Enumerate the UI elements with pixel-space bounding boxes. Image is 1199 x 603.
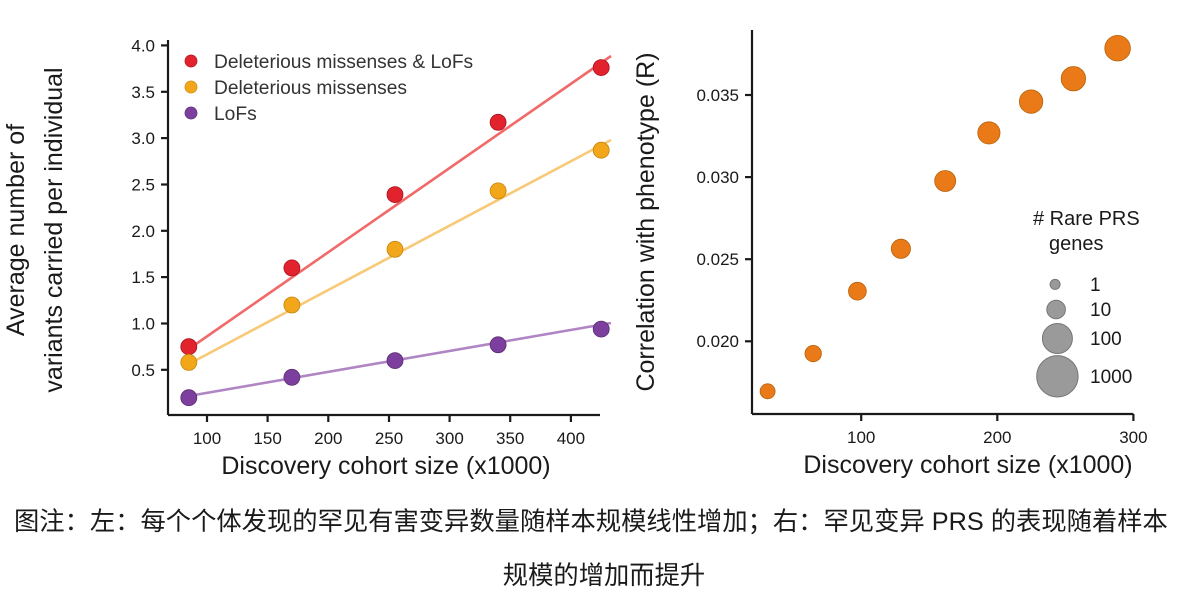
svg-text:0.025: 0.025: [696, 250, 739, 269]
svg-text:100: 100: [193, 429, 221, 448]
svg-text:350: 350: [496, 429, 524, 448]
svg-text:300: 300: [1119, 428, 1147, 447]
svg-text:genes: genes: [1049, 233, 1104, 255]
svg-text:250: 250: [375, 429, 403, 448]
svg-text:# Rare PRS: # Rare PRS: [1033, 208, 1140, 230]
svg-text:4.0: 4.0: [131, 36, 155, 55]
svg-text:150: 150: [253, 429, 281, 448]
svg-text:100: 100: [847, 428, 875, 447]
svg-text:3.0: 3.0: [131, 129, 155, 148]
svg-text:1: 1: [1090, 275, 1101, 296]
svg-text:Average number of: Average number of: [2, 124, 30, 336]
svg-text:200: 200: [983, 428, 1011, 447]
svg-text:Deleterious missenses: Deleterious missenses: [214, 78, 407, 99]
svg-text:0.5: 0.5: [131, 361, 155, 380]
svg-text:10: 10: [1090, 300, 1111, 321]
svg-text:300: 300: [435, 429, 463, 448]
svg-text:3.5: 3.5: [131, 83, 155, 102]
svg-text:Discovery cohort size (x1000): Discovery cohort size (x1000): [221, 452, 550, 480]
svg-text:0.035: 0.035: [696, 86, 739, 105]
svg-text:Discovery cohort size (x1000): Discovery cohort size (x1000): [803, 451, 1132, 479]
svg-text:2.0: 2.0: [131, 222, 155, 241]
svg-text:variants carried per individua: variants carried per individual: [40, 67, 68, 392]
svg-text:1.5: 1.5: [131, 268, 155, 287]
svg-text:0.030: 0.030: [696, 168, 739, 187]
svg-text:Correlation with phenotype (R): Correlation with phenotype (R): [632, 52, 660, 391]
svg-text:100: 100: [1090, 329, 1122, 350]
svg-text:200: 200: [314, 429, 342, 448]
svg-text:1.0: 1.0: [131, 315, 155, 334]
svg-text:2.5: 2.5: [131, 176, 155, 195]
svg-text:1000: 1000: [1090, 367, 1132, 388]
svg-text:Deleterious missenses & LoFs: Deleterious missenses & LoFs: [214, 52, 473, 73]
svg-text:LoFs: LoFs: [214, 104, 257, 125]
svg-text:400: 400: [557, 429, 585, 448]
svg-text:0.020: 0.020: [696, 332, 739, 351]
